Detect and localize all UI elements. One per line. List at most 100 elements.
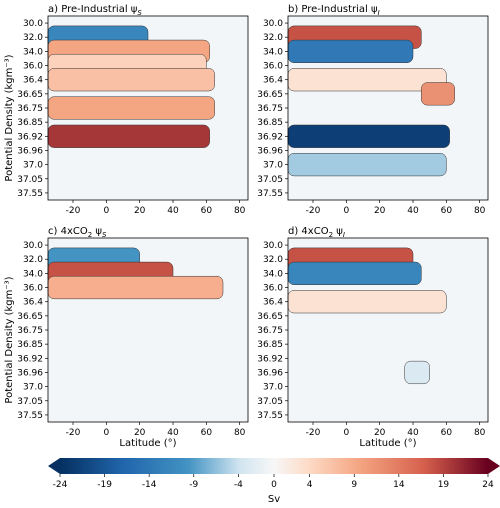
y-tick-label: 32.0: [23, 255, 43, 265]
y-tick-label: 36.4: [263, 298, 283, 308]
heatmap-band: [47, 275, 224, 300]
ylabel-bottom: Potential Density (kgm⁻³): [4, 276, 15, 403]
x-tick-label: 40: [167, 206, 179, 216]
y-tick-label: 37.05: [257, 175, 283, 185]
panel-title: a) Pre-Industrial ψS: [48, 4, 142, 17]
y-tick-label: 30.0: [263, 241, 283, 251]
heatmap-band: [47, 96, 215, 120]
x-tick-label: -20: [306, 206, 321, 216]
y-tick-label: 30.0: [23, 241, 43, 251]
x-tick-label: 40: [167, 428, 179, 438]
y-tick-label: 36.96: [257, 368, 283, 378]
x-tick-label: 20: [134, 428, 146, 438]
y-tick-label: 32.0: [263, 33, 283, 43]
heatmap-band: [421, 82, 455, 106]
heatmap-band: [287, 290, 447, 314]
y-tick-label: 37.05: [17, 397, 43, 407]
colorbar-tick-label: 4: [307, 480, 313, 490]
colorbar-tick-label: 0: [271, 480, 277, 490]
y-tick-label: 36.0: [263, 62, 283, 72]
y-tick-label: 37.0: [263, 383, 283, 393]
y-tick-label: 34.0: [23, 269, 43, 279]
colorbar-tick-label: 24: [482, 480, 494, 490]
ylabel-top: Potential Density (kgm⁻³): [4, 54, 15, 181]
y-tick-label: 37.0: [23, 383, 43, 393]
y-tick-label: 37.55: [257, 411, 283, 421]
x-tick-label: 40: [407, 428, 419, 438]
x-tick-label: 60: [441, 428, 453, 438]
y-tick-label: 36.92: [257, 354, 283, 364]
y-tick-label: 36.85: [17, 118, 43, 128]
xlabel-right: Latitude (°): [359, 438, 416, 449]
y-tick-label: 30.0: [23, 19, 43, 29]
y-tick-label: 36.65: [17, 90, 43, 100]
xlabel-left: Latitude (°): [119, 438, 176, 449]
y-tick-label: 36.75: [257, 104, 283, 114]
y-tick-label: 37.55: [17, 411, 43, 421]
y-tick-label: 36.96: [257, 146, 283, 156]
heatmap-band: [287, 153, 447, 177]
x-tick-label: 60: [201, 206, 213, 216]
y-tick-label: 36.92: [257, 132, 283, 142]
y-tick-label: 36.75: [17, 104, 43, 114]
colorbar-tick-label: 9: [351, 480, 357, 490]
x-tick-label: 0: [103, 428, 109, 438]
panel-c: 30.0 32.0 34.0 36.0 36.4 36.65 36.75 36.85 36.92…: [17, 226, 249, 438]
x-tick-label: -20: [66, 428, 81, 438]
y-tick-label: 36.65: [257, 312, 283, 322]
colorbar-tick-label: -9: [189, 480, 198, 490]
y-tick-label: 36.96: [17, 146, 43, 156]
y-tick-label: 36.0: [23, 62, 43, 72]
x-tick-label: -20: [66, 206, 81, 216]
y-tick-label: 34.0: [263, 47, 283, 57]
y-tick-label: 36.0: [263, 284, 283, 294]
x-tick-label: 0: [343, 206, 349, 216]
x-tick-label: 60: [201, 428, 213, 438]
y-tick-label: 36.85: [257, 340, 283, 350]
y-tick-label: 36.96: [17, 368, 43, 378]
panel-b: 30.0 32.0 34.0 36.0 36.4 36.65 36.75 36.85 36.92…: [257, 4, 489, 216]
x-tick-label: 40: [407, 206, 419, 216]
panel-a: 30.0 32.0 34.0 36.0 36.4 36.65 36.75 36.85 36.92…: [17, 4, 249, 216]
colorbar-bar: [60, 458, 488, 474]
y-tick-label: 36.75: [17, 326, 43, 336]
y-tick-label: 36.92: [17, 354, 43, 364]
colorbar-tick-label: -14: [142, 480, 157, 490]
x-tick-label: -20: [306, 428, 321, 438]
y-tick-label: 37.0: [263, 161, 283, 171]
y-tick-label: 36.0: [23, 284, 43, 294]
x-tick-label: 80: [234, 428, 246, 438]
y-tick-label: 36.85: [257, 118, 283, 128]
colorbar-tick-label: -24: [53, 480, 68, 490]
heatmap-band: [287, 261, 422, 285]
y-tick-label: 36.85: [17, 340, 43, 350]
x-tick-label: 0: [103, 206, 109, 216]
x-tick-label: 80: [474, 428, 486, 438]
y-tick-label: 32.0: [263, 255, 283, 265]
colorbar-right-arrow: [488, 458, 500, 474]
colorbar-label: Sv: [268, 494, 280, 505]
heatmap-band: [47, 124, 210, 148]
y-tick-label: 34.0: [23, 47, 43, 57]
x-tick-label: 0: [343, 428, 349, 438]
x-tick-label: 80: [474, 206, 486, 216]
y-tick-label: 30.0: [263, 19, 283, 29]
y-tick-label: 36.75: [257, 326, 283, 336]
heatmap-band: [287, 39, 414, 63]
y-tick-label: 37.05: [17, 175, 43, 185]
x-tick-label: 20: [374, 206, 386, 216]
y-tick-label: 32.0: [23, 33, 43, 43]
panel-title: c) 4xCO2 ψS: [48, 226, 107, 239]
heatmap-band: [287, 124, 450, 148]
colorbar-ticks: -24 -19 -14 -9 -4 0 4 9 14 19 24: [53, 474, 494, 490]
x-tick-label: 20: [374, 428, 386, 438]
y-tick-label: 36.65: [257, 90, 283, 100]
y-tick-label: 36.92: [17, 132, 43, 142]
y-tick-label: 37.55: [257, 189, 283, 199]
panel-title: b) Pre-Industrial ψI: [288, 4, 380, 17]
y-tick-label: 36.4: [263, 76, 283, 86]
x-tick-label: 80: [234, 206, 246, 216]
y-tick-label: 37.55: [17, 189, 43, 199]
x-tick-label: 60: [441, 206, 453, 216]
